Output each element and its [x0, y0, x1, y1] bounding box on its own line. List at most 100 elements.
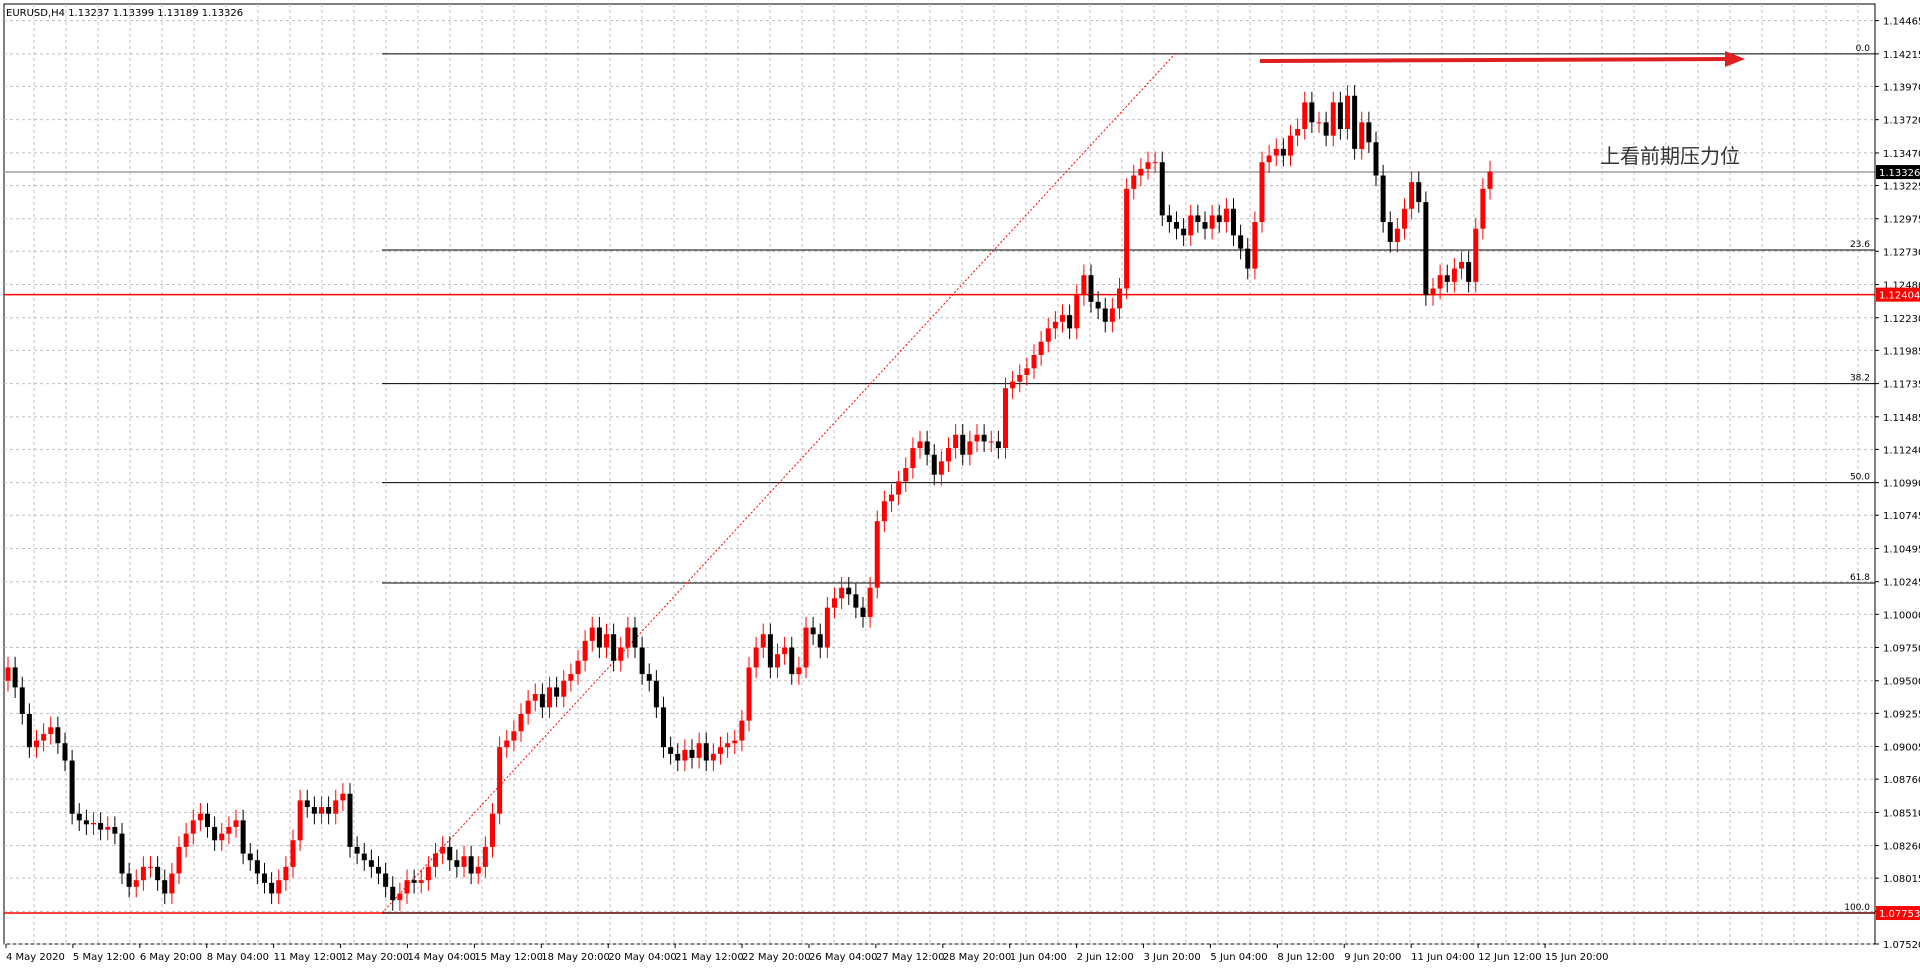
candle-body[interactable] — [1352, 95, 1358, 149]
candle-body[interactable] — [91, 823, 96, 825]
candle-body[interactable] — [383, 873, 389, 887]
candle-body[interactable] — [497, 747, 503, 814]
candle-body[interactable] — [304, 800, 310, 808]
candle-body[interactable] — [433, 853, 438, 867]
candle-body[interactable] — [881, 501, 887, 522]
candle-body[interactable] — [55, 727, 61, 744]
candle-body[interactable] — [376, 866, 381, 874]
candle-body[interactable] — [319, 807, 324, 814]
candle-body[interactable] — [988, 441, 994, 443]
candle-body[interactable] — [746, 667, 752, 721]
candle-body[interactable] — [1117, 288, 1122, 309]
candle-body[interactable] — [276, 880, 282, 894]
candle-body[interactable] — [440, 846, 446, 854]
candle-body[interactable] — [311, 807, 317, 814]
candle-body[interactable] — [1216, 215, 1222, 223]
candle-body[interactable] — [425, 866, 431, 881]
candle-body[interactable] — [896, 481, 902, 495]
candle-body[interactable] — [1017, 374, 1023, 382]
candle-body[interactable] — [290, 840, 296, 867]
candle-body[interactable] — [1430, 288, 1436, 296]
candle-body[interactable] — [974, 434, 980, 442]
candle-body[interactable] — [1245, 248, 1251, 269]
candle-body[interactable] — [368, 860, 374, 867]
candle-body[interactable] — [1345, 95, 1350, 129]
candle-body[interactable] — [967, 441, 973, 455]
candle-body[interactable] — [810, 627, 816, 635]
candle-body[interactable] — [1095, 301, 1101, 309]
candle-body[interactable] — [725, 743, 731, 748]
candle-body[interactable] — [1280, 148, 1286, 156]
candle-body[interactable] — [69, 760, 75, 814]
candle-body[interactable] — [205, 813, 210, 827]
candle-body[interactable] — [1309, 102, 1315, 123]
candle-body[interactable] — [454, 860, 460, 867]
candle-body[interactable] — [718, 747, 723, 754]
candle-body[interactable] — [475, 866, 481, 874]
candle-body[interactable] — [12, 667, 18, 688]
candle-body[interactable] — [41, 733, 47, 741]
candle-body[interactable] — [119, 833, 125, 874]
candle-body[interactable] — [689, 749, 695, 758]
candle-body[interactable] — [26, 713, 32, 748]
candle-body[interactable] — [1423, 202, 1429, 296]
candle-body[interactable] — [1174, 222, 1179, 229]
candle-body[interactable] — [240, 820, 246, 854]
candle-body[interactable] — [782, 647, 788, 655]
candle-body[interactable] — [397, 893, 403, 901]
candle-body[interactable] — [461, 856, 467, 867]
candle-body[interactable] — [1074, 295, 1080, 329]
candle-body[interactable] — [1451, 268, 1457, 282]
candle-body[interactable] — [739, 720, 745, 741]
candle-body[interactable] — [226, 826, 232, 834]
candle-body[interactable] — [803, 627, 809, 668]
candle-body[interactable] — [233, 820, 239, 827]
candle-body[interactable] — [1045, 328, 1051, 342]
candle-body[interactable] — [960, 434, 966, 455]
candle-body[interactable] — [490, 813, 495, 847]
candle-body[interactable] — [411, 880, 417, 883]
candle-body[interactable] — [190, 820, 196, 834]
candle-body[interactable] — [1138, 168, 1144, 176]
candle-body[interactable] — [1288, 135, 1293, 156]
candle-body[interactable] — [504, 740, 510, 748]
candle-body[interactable] — [839, 587, 845, 599]
candle-body[interactable] — [653, 680, 659, 708]
candle-body[interactable] — [354, 846, 360, 854]
candle-body[interactable] — [1010, 381, 1016, 389]
candle-body[interactable] — [482, 846, 488, 867]
candle-body[interactable] — [48, 727, 54, 734]
candle-body[interactable] — [83, 820, 89, 825]
candle-body[interactable] — [775, 654, 780, 668]
candle-body[interactable] — [1295, 128, 1301, 136]
candle-body[interactable] — [212, 826, 218, 841]
candle-body[interactable] — [646, 674, 652, 681]
candle-body[interactable] — [675, 753, 681, 761]
candle-body[interactable] — [767, 634, 773, 668]
candle-body[interactable] — [19, 687, 25, 714]
candle-body[interactable] — [874, 521, 880, 588]
candle-body[interactable] — [1124, 188, 1130, 289]
candle-body[interactable] — [760, 634, 766, 648]
candle-body[interactable] — [753, 647, 759, 668]
candle-body[interactable] — [1416, 182, 1422, 203]
candle-body[interactable] — [575, 660, 581, 675]
candle-body[interactable] — [361, 853, 367, 861]
candle-body[interactable] — [148, 866, 153, 868]
candle-body[interactable] — [511, 731, 517, 741]
candle-body[interactable] — [832, 598, 837, 608]
candle-body[interactable] — [554, 687, 560, 697]
candle-body[interactable] — [468, 856, 474, 874]
candle-body[interactable] — [340, 793, 346, 801]
candle-body[interactable] — [682, 749, 688, 761]
candle-body[interactable] — [112, 826, 118, 834]
candle-body[interactable] — [98, 823, 104, 830]
candle-body[interactable] — [539, 694, 545, 708]
candle-body[interactable] — [561, 680, 567, 697]
candle-body[interactable] — [1259, 162, 1265, 223]
candle-body[interactable] — [824, 607, 830, 648]
candle-body[interactable] — [133, 880, 139, 887]
candle-body[interactable] — [589, 627, 595, 641]
candle-body[interactable] — [34, 740, 39, 748]
candle-body[interactable] — [1003, 388, 1008, 449]
